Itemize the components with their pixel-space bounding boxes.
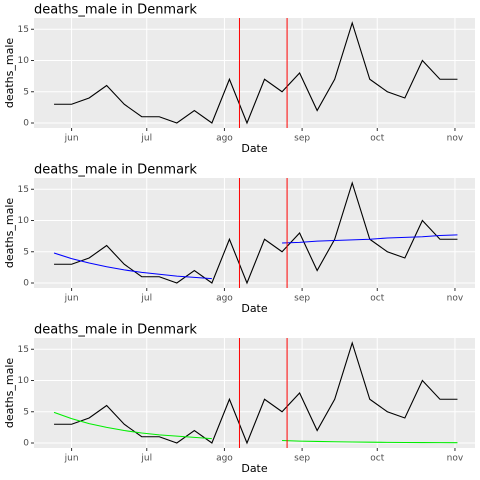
- x-tick-label: jun: [64, 294, 79, 304]
- y-tick-label: 0: [23, 279, 29, 289]
- data-line: [54, 21, 458, 125]
- x-tick-label: jul: [140, 134, 152, 144]
- chart-title: deaths_male in Denmark: [34, 163, 197, 178]
- x-tick-label: oct: [370, 134, 384, 144]
- x-tick-label: jul: [140, 294, 152, 304]
- y-tick-label: 15: [18, 345, 29, 355]
- data-line: [282, 234, 458, 244]
- data-line: [54, 181, 458, 285]
- y-tick-label: 5: [23, 407, 29, 417]
- x-tick-label: ago: [216, 294, 233, 304]
- x-tick-label: jun: [64, 454, 79, 464]
- chart-title: deaths_male in Denmark: [34, 3, 197, 18]
- y-tick-label: 15: [18, 185, 29, 195]
- x-tick-label: sep: [294, 294, 310, 304]
- y-tick-label: 10: [18, 56, 30, 66]
- y-tick-label: 5: [23, 87, 29, 97]
- x-tick-label: sep: [294, 454, 310, 464]
- x-axis-label: Date: [241, 302, 268, 315]
- x-axis-label: Date: [241, 462, 268, 475]
- x-axis-label: Date: [241, 142, 268, 155]
- x-tick-label: ago: [216, 134, 233, 144]
- plot-background: [34, 338, 475, 448]
- plot-background: [34, 18, 475, 128]
- y-axis-label: deaths_male: [3, 38, 16, 109]
- data-line: [53, 411, 212, 440]
- y-tick-label: 0: [23, 119, 29, 129]
- x-tick-label: nov: [447, 294, 464, 304]
- panel: deaths_male in Denmark 0 5 10 15 jun jul ago sep…: [3, 323, 475, 475]
- x-tick-label: jul: [140, 454, 152, 464]
- y-tick-label: 10: [18, 216, 30, 226]
- data-line: [54, 341, 458, 445]
- x-tick-label: ago: [216, 454, 233, 464]
- chart-title: deaths_male in Denmark: [34, 323, 197, 338]
- y-tick-label: 0: [23, 439, 29, 449]
- data-line: [53, 252, 212, 280]
- x-tick-label: oct: [370, 454, 384, 464]
- x-tick-label: nov: [447, 134, 464, 144]
- x-tick-label: oct: [370, 294, 384, 304]
- y-tick-label: 15: [18, 25, 29, 35]
- y-axis-label: deaths_male: [3, 358, 16, 429]
- plot-background: [34, 178, 475, 288]
- data-line: [282, 439, 458, 444]
- x-tick-label: jun: [64, 134, 79, 144]
- x-tick-label: sep: [294, 134, 310, 144]
- y-axis-label: deaths_male: [3, 198, 16, 269]
- y-tick-label: 5: [23, 247, 29, 257]
- panel: deaths_male in Denmark 0 5 10 15 jun jul ago sep…: [3, 3, 475, 155]
- y-tick-label: 10: [18, 376, 30, 386]
- x-tick-label: nov: [447, 454, 464, 464]
- panel: deaths_male in Denmark 0 5 10 15 jun jul ago sep…: [3, 163, 475, 315]
